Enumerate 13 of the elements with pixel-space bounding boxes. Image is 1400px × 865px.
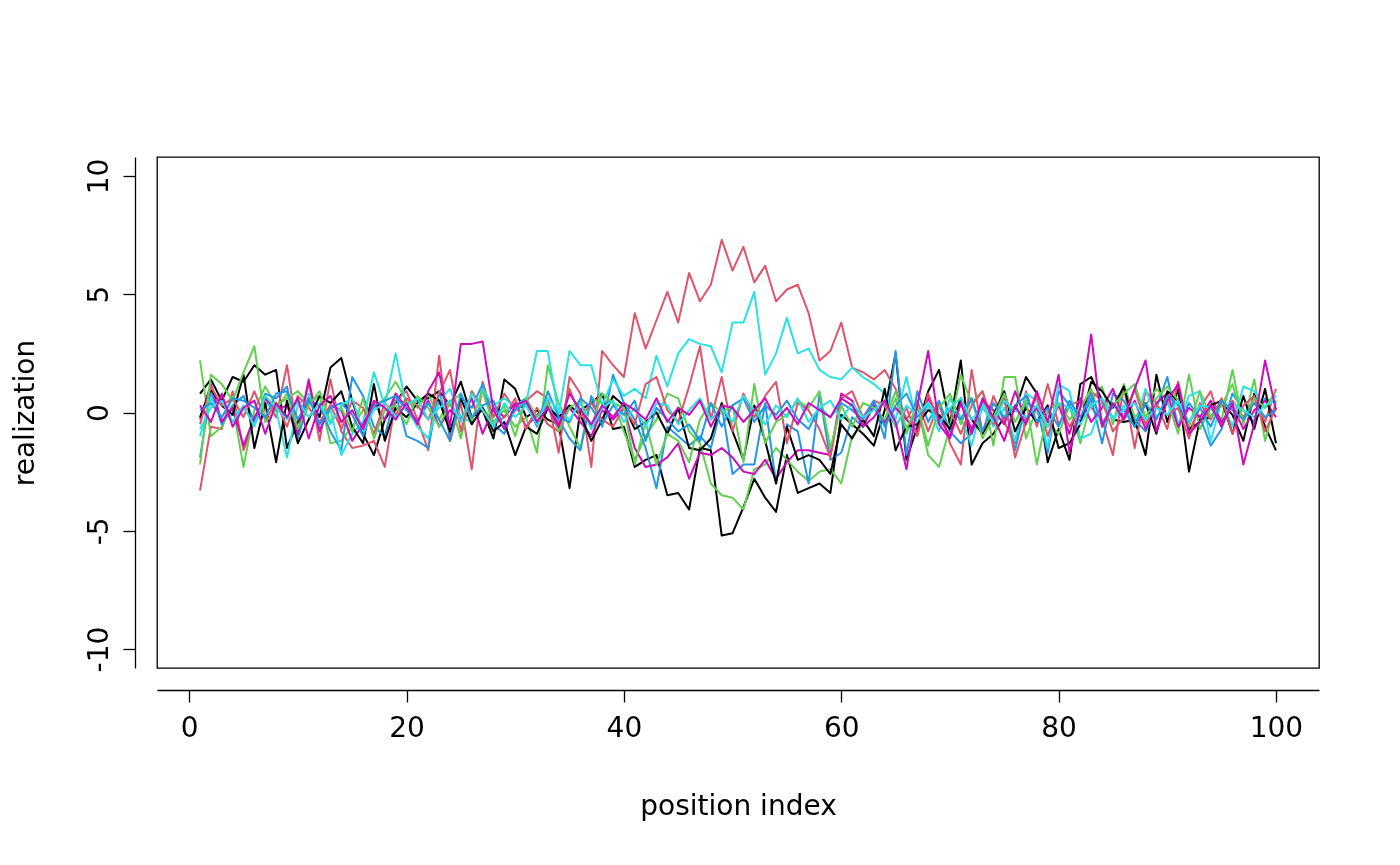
x-tick-label: 60 bbox=[823, 710, 860, 744]
y-tick-label: 10 bbox=[81, 158, 115, 195]
x-tick-label: 80 bbox=[1041, 710, 1077, 744]
y-tick-label: -10 bbox=[81, 626, 115, 673]
y-axis-title: realization bbox=[7, 339, 41, 487]
x-tick-label: 0 bbox=[180, 710, 199, 744]
x-axis-title: position index bbox=[640, 788, 837, 822]
x-tick-label: 40 bbox=[606, 710, 643, 744]
x-tick-label: 20 bbox=[389, 710, 425, 744]
y-tick-label: 0 bbox=[81, 404, 115, 422]
y-tick-label: -5 bbox=[81, 517, 115, 546]
x-tick-label: 100 bbox=[1249, 710, 1304, 744]
y-tick-label: 5 bbox=[81, 285, 115, 304]
